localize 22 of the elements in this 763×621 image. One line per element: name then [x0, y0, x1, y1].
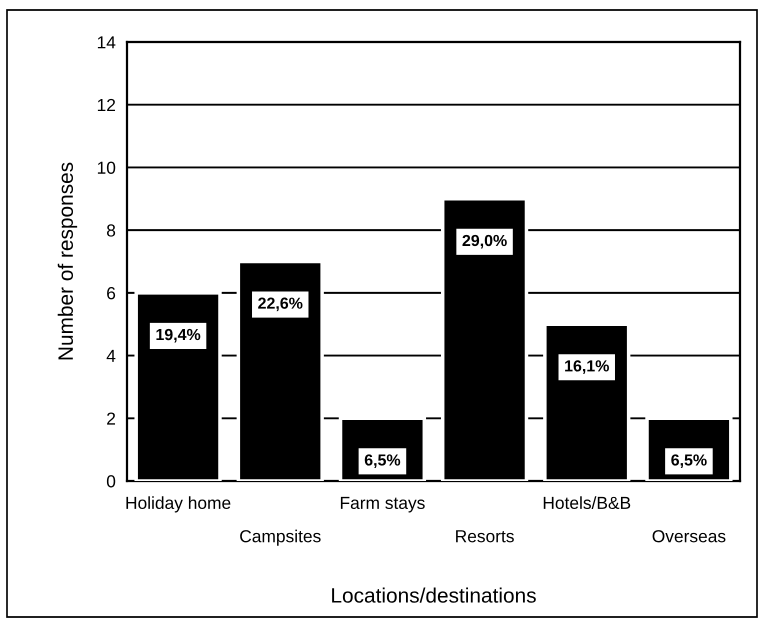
x-tick-label: Overseas — [652, 530, 726, 542]
x-axis-title: Locations/destinations — [332, 587, 536, 603]
y-tick-label: 6 — [107, 287, 116, 300]
x-tick-label: Resorts — [456, 530, 514, 542]
y-tick-label: 14 — [98, 36, 116, 48]
y-axis-title: Number of responses — [58, 162, 78, 360]
y-tick-label: 8 — [106, 224, 116, 237]
annotation: 22,6% — [258, 298, 302, 312]
annotation: 6,5% — [364, 454, 400, 468]
annotation: 29,0% — [462, 234, 507, 248]
x-tick-label: Holiday home — [126, 496, 230, 512]
annotation: 19,4% — [156, 328, 200, 343]
y-tick-label: 0 — [106, 475, 116, 488]
y-tick-label: 10 — [98, 162, 116, 174]
annotation: 6,5% — [671, 454, 707, 468]
y-tick-label: 12 — [98, 98, 116, 112]
x-tick-label: Campsites — [240, 530, 321, 546]
y-tick-label: 2 — [107, 412, 116, 425]
x-tick-label: Hotels/B&B — [544, 496, 630, 510]
annotation: 16,1% — [565, 360, 609, 374]
y-tick-label: 4 — [106, 350, 116, 362]
x-tick-label: Farm stays — [340, 496, 425, 512]
